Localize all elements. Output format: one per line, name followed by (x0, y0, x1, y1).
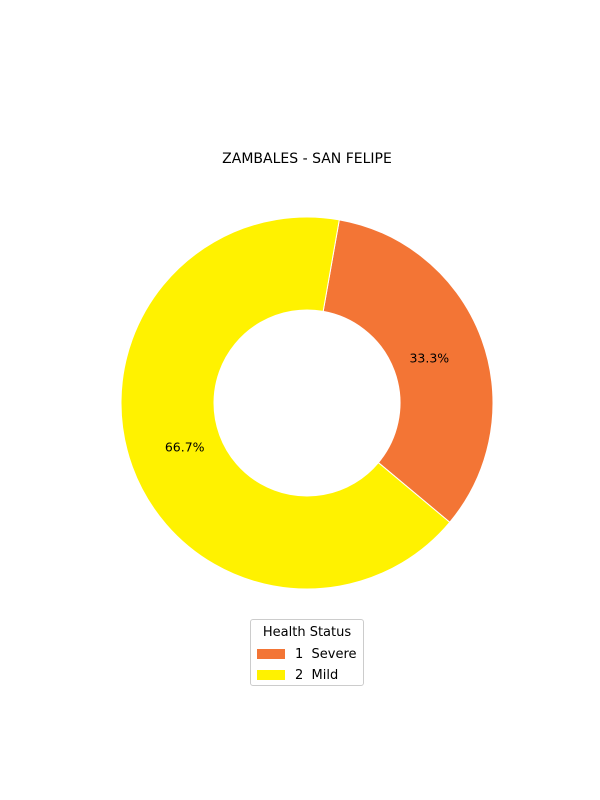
slice-labels: 33.3% 66.7% (165, 350, 449, 454)
donut-slices (120, 216, 494, 590)
slice-label-mild: 66.7% (165, 440, 205, 455)
legend-label-mild: 2 Mild (295, 667, 339, 683)
legend: Health Status 1 Severe 2 Mild (250, 619, 364, 686)
legend-swatch-severe (257, 649, 285, 659)
slice-severe (322, 219, 494, 523)
chart-title: ZAMBALES - SAN FELIPE (222, 151, 392, 167)
legend-swatch-mild (257, 670, 285, 680)
legend-entry-severe: 1 Severe (257, 646, 357, 662)
slice-label-severe: 33.3% (409, 350, 449, 365)
slice-mild (120, 216, 451, 590)
legend-entry-mild: 2 Mild (257, 667, 338, 683)
legend-label-severe: 1 Severe (295, 646, 357, 662)
legend-title: Health Status (262, 625, 352, 640)
